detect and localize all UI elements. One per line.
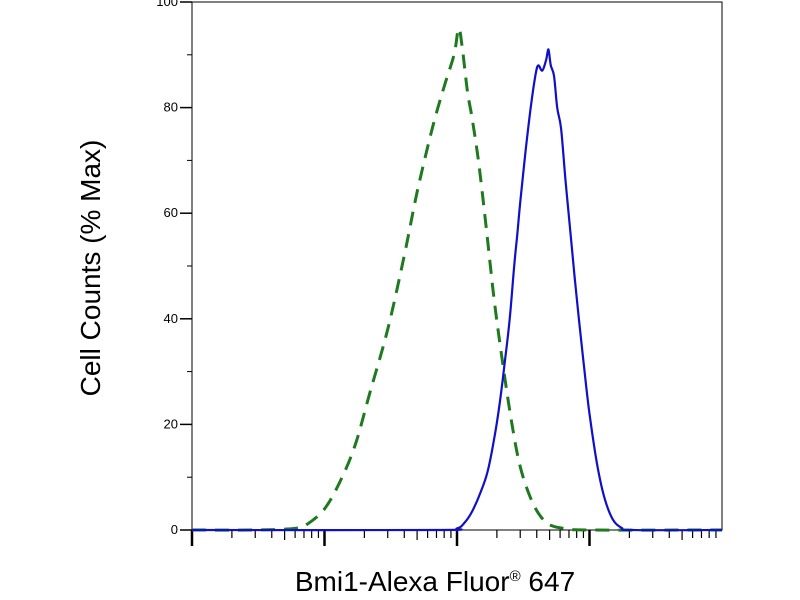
series-group — [191, 26, 723, 532]
plot-frame — [191, 1, 723, 531]
y-tick-label: 80 — [164, 100, 178, 115]
series-line-1 — [191, 26, 723, 532]
x-axis-title-superscript: ® — [510, 568, 521, 585]
y-tick-label: 40 — [164, 311, 178, 326]
axes: 0 20 40 60 80 100 — [156, 0, 723, 546]
y-tick-label: 100 — [156, 0, 178, 9]
y-tick-label: 60 — [164, 205, 178, 220]
x-axis-title-suffix: 647 — [521, 566, 576, 597]
x-axis-title: Bmi1-Alexa Fluor® 647 — [295, 566, 575, 597]
series-line-2 — [191, 48, 723, 532]
x-axis-title-main: Bmi1-Alexa Fluor — [295, 566, 510, 597]
y-tick-label: 0 — [171, 522, 178, 537]
y-tick-label: 20 — [164, 416, 178, 431]
y-axis-title: Cell Counts (% Max) — [75, 140, 106, 397]
